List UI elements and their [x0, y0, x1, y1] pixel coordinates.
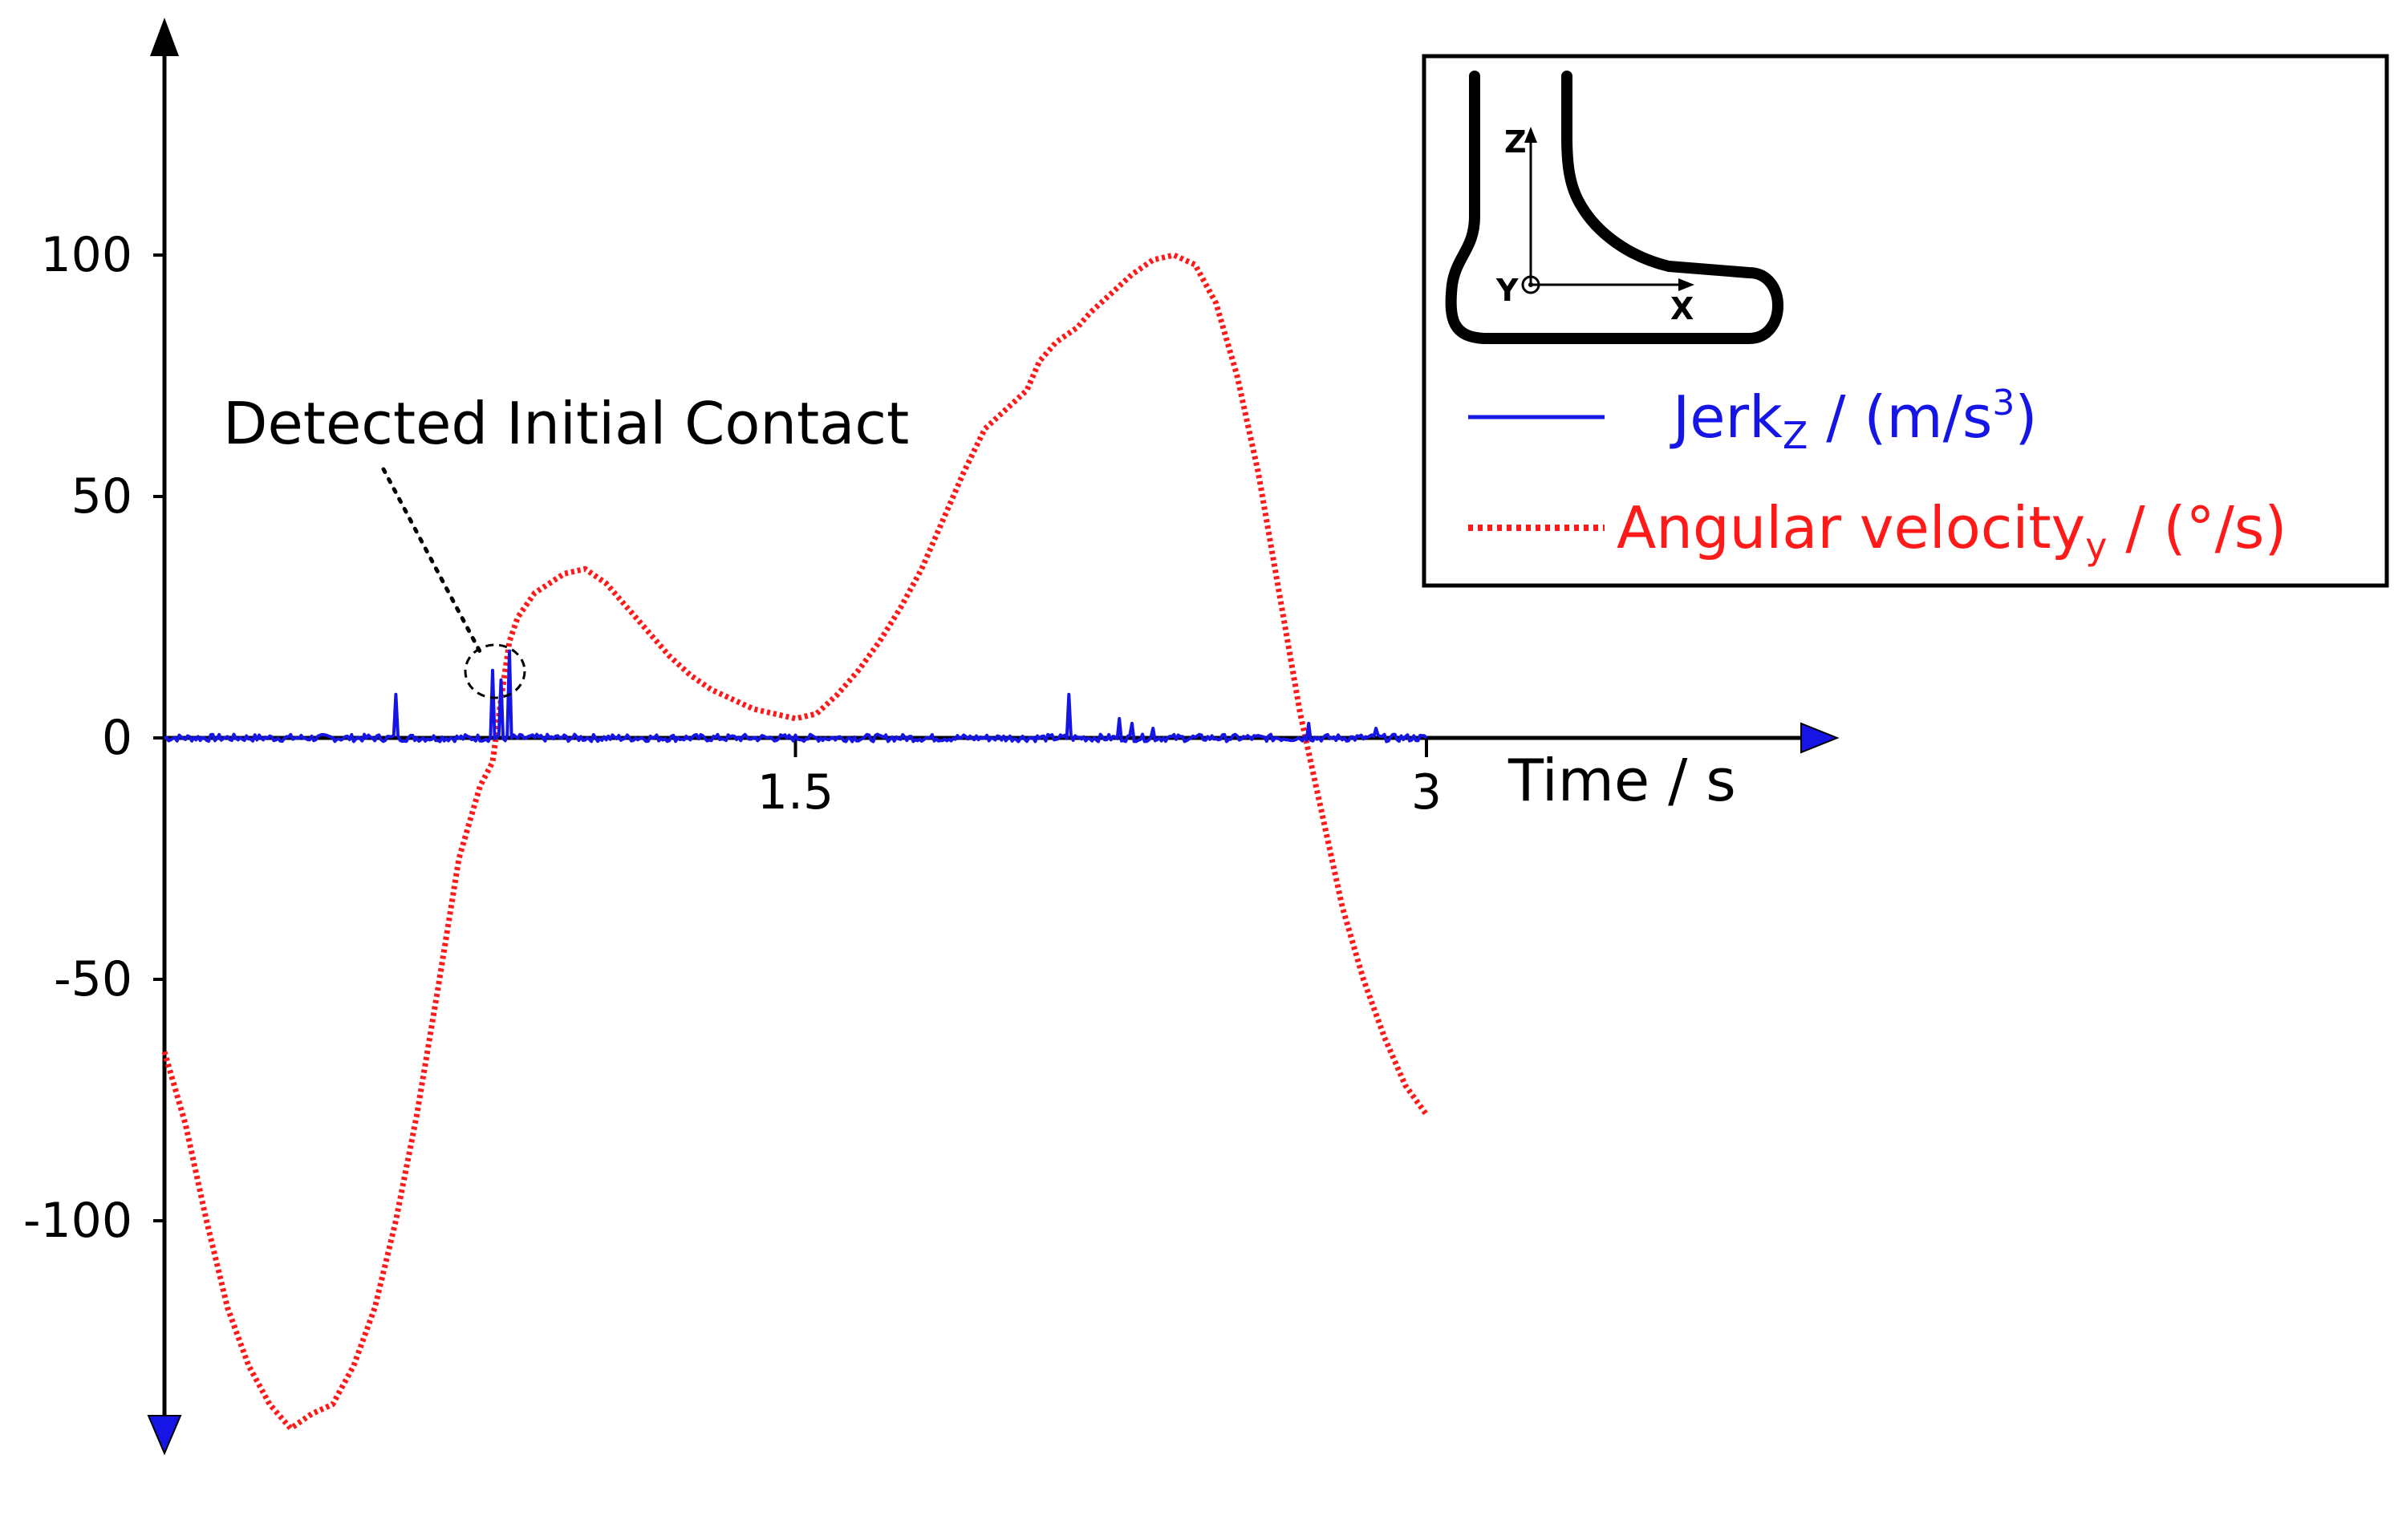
- legend-label-jerk: JerkZ / (m/s3): [1670, 383, 2037, 457]
- y-axis-dot-icon: [1521, 275, 1540, 294]
- x-tick-label: 3: [1411, 764, 1442, 821]
- legend-jerk-sup: 3: [1992, 383, 2015, 424]
- x-tick-label: 1.5: [757, 764, 834, 821]
- y-tick-label: 100: [40, 227, 132, 283]
- legend-jerk-main: Jerk: [1670, 383, 1783, 451]
- legend: Z Y X JerkZ / (m/s3) Angular velocityy /…: [1422, 54, 2389, 588]
- y-tick-label: -100: [23, 1193, 132, 1249]
- legend-angular-sub: y: [2085, 525, 2107, 568]
- x-arrowhead-icon: [1678, 278, 1694, 291]
- foot-outline-icon: [1445, 71, 1783, 344]
- legend-label-angular: Angular velocityy / (°/s): [1617, 494, 2286, 568]
- legend-jerk-rest: / (m/s: [1808, 383, 1992, 451]
- legend-jerk-end: ): [2015, 383, 2037, 451]
- y-tick-label: 50: [71, 468, 132, 525]
- foot-label-y: Y: [1495, 273, 1519, 308]
- foot-diagram: Z Y X: [1445, 71, 1783, 344]
- y-tick-label: 0: [102, 710, 132, 766]
- x-ticks: 1.5 3: [757, 738, 1442, 821]
- legend-box: [1422, 54, 2389, 588]
- annotation-leader: [381, 467, 482, 654]
- z-arrowhead-icon: [1524, 127, 1537, 143]
- series-layer: [161, 252, 1429, 1432]
- y-axis-arrow-up-icon: [150, 18, 179, 56]
- annotation-text: Detected Initial Contact: [223, 390, 909, 457]
- series-angular-velocity-line: [161, 252, 1429, 1432]
- x-axis-label: Time / s: [1507, 747, 1736, 814]
- y-axis-arrow-down-icon: [147, 1415, 182, 1456]
- foot-label-z: Z: [1504, 124, 1527, 160]
- legend-angular-rest: / (°/s): [2107, 494, 2286, 561]
- legend-jerk-sub: Z: [1783, 414, 1808, 457]
- annotation-circle: [464, 643, 526, 699]
- annotation: Detected Initial Contact: [223, 390, 909, 699]
- y-ticks: 100 50 0 -50 -100: [23, 227, 164, 1249]
- foot-label-x: X: [1670, 291, 1694, 326]
- y-tick-label: -50: [54, 951, 132, 1007]
- y-axis-dot-center-icon: [1528, 282, 1533, 287]
- series-jerk-line: [164, 649, 1428, 744]
- legend-angular-main: Angular velocity: [1617, 494, 2085, 561]
- x-axis-arrow-icon: [1800, 722, 1840, 754]
